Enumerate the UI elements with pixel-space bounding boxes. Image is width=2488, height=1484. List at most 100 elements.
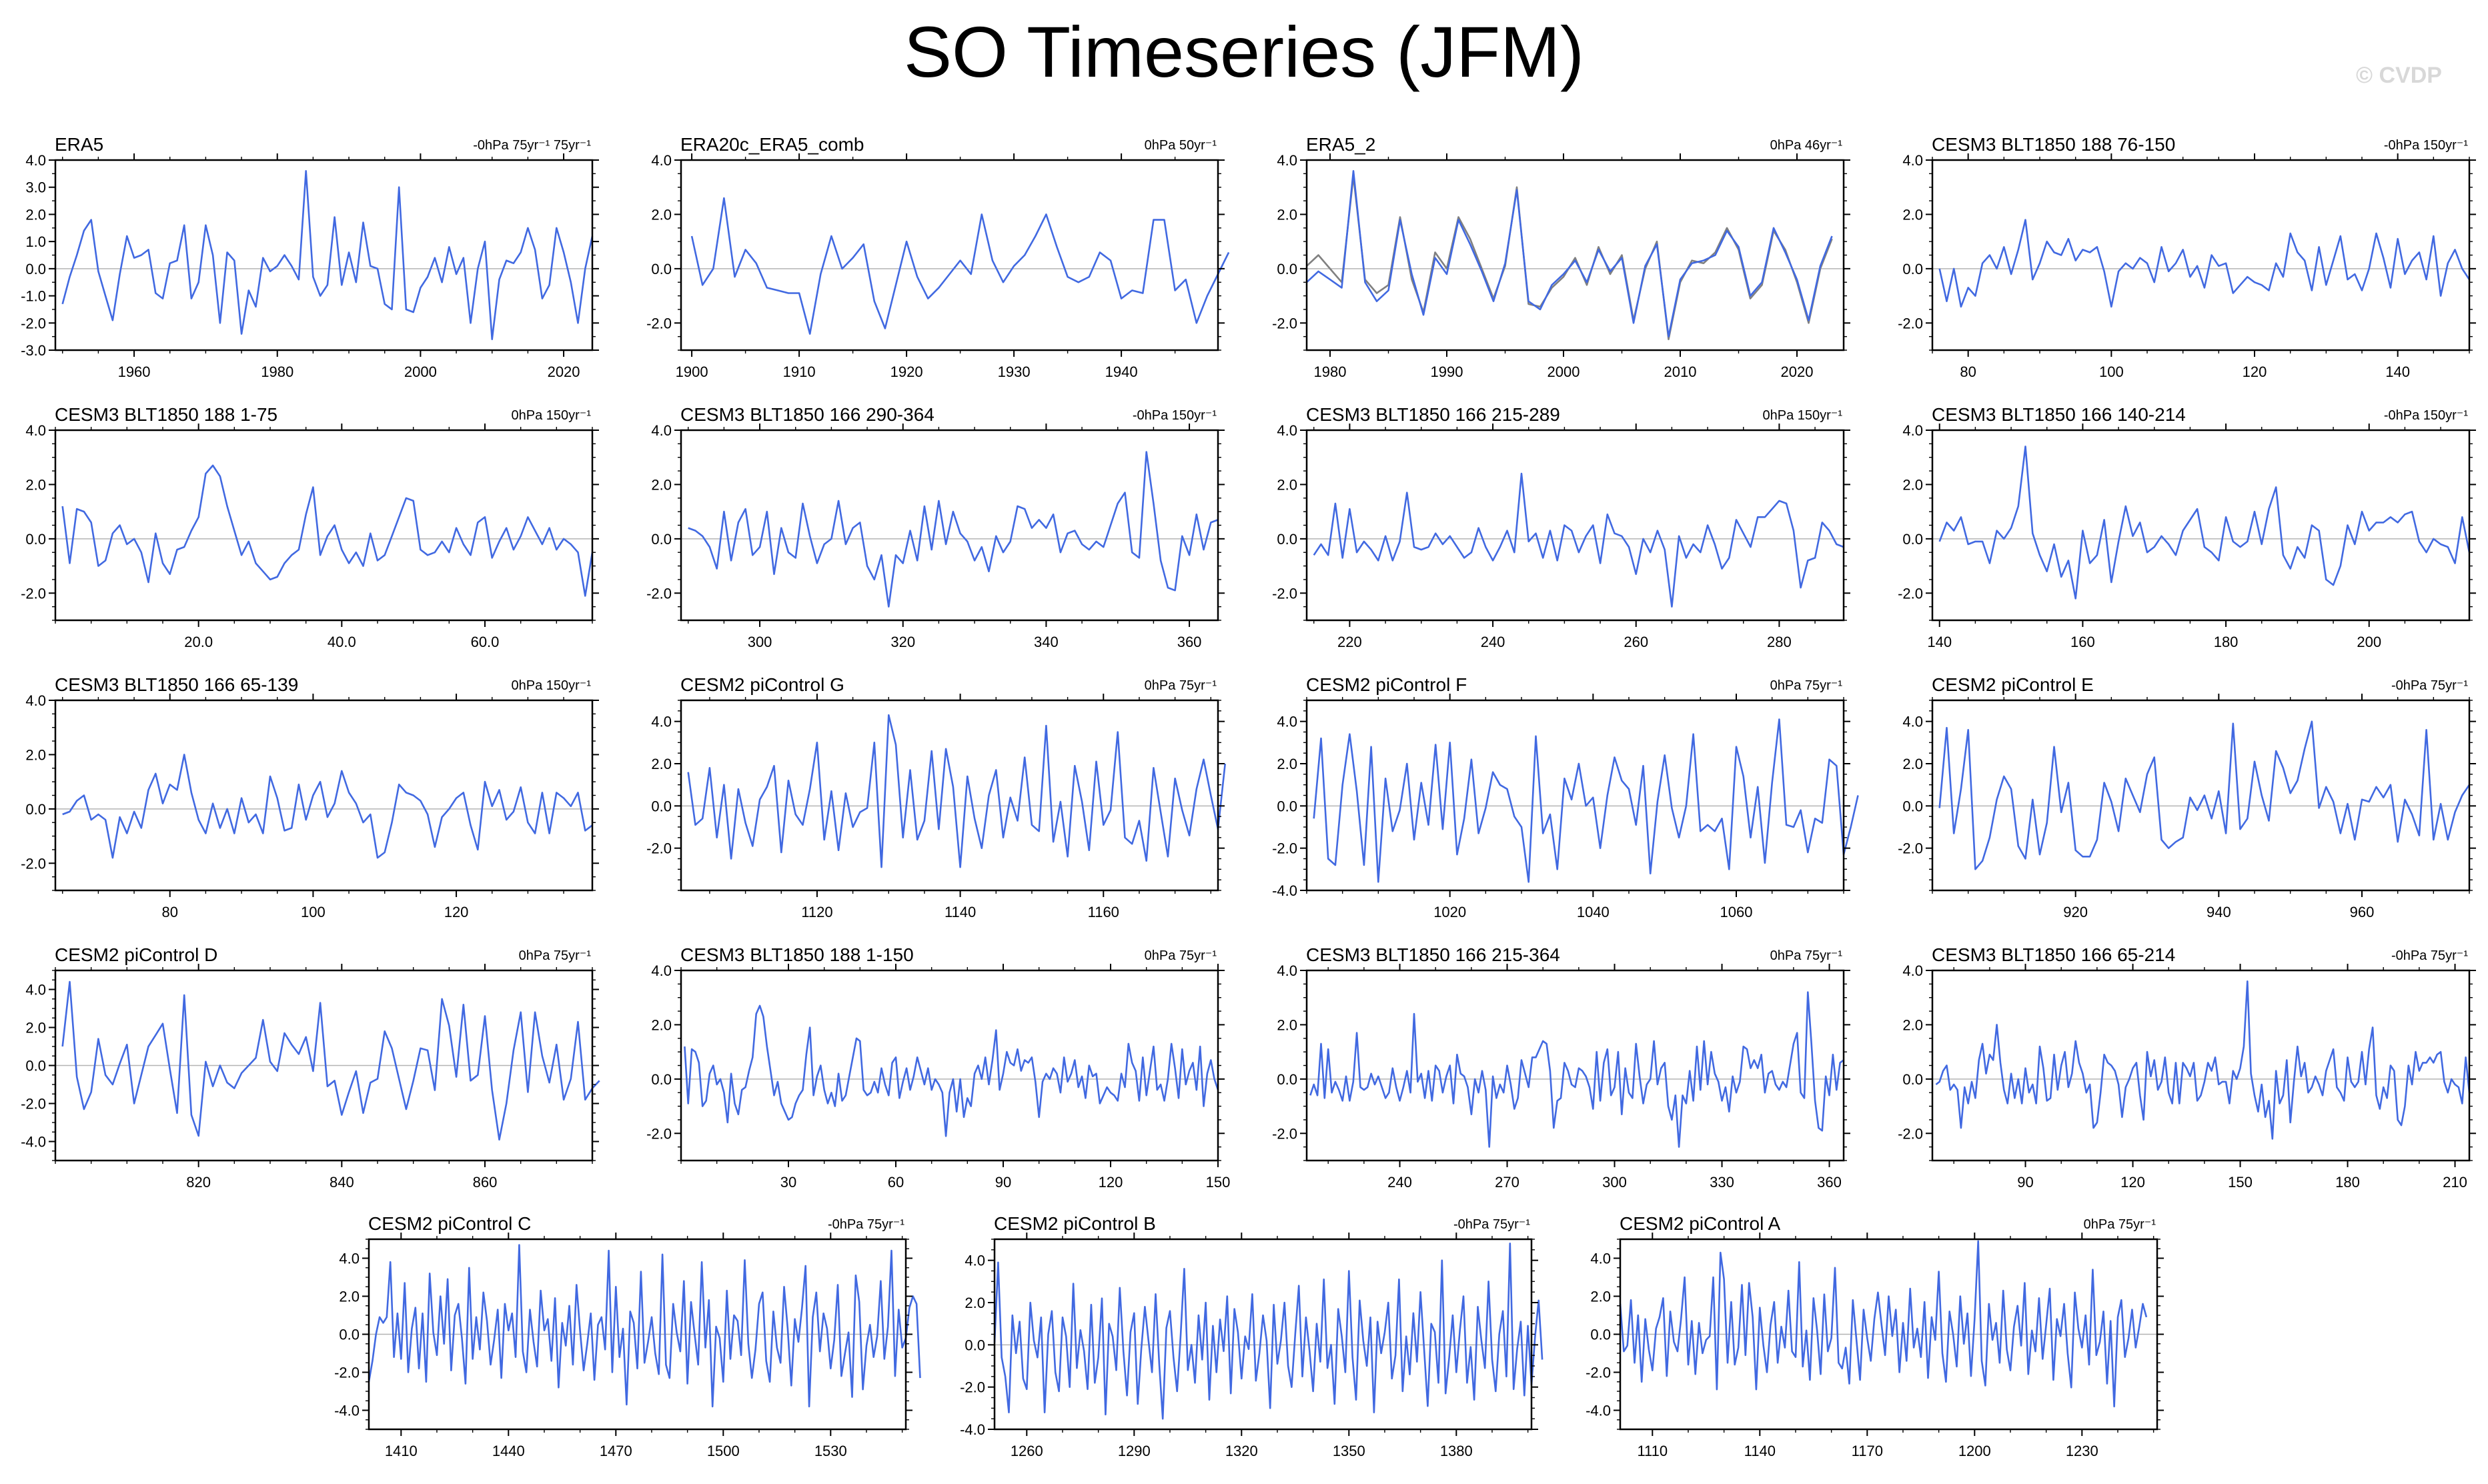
chart-panel: CESM2 piControl B -0hPa 75yr⁻¹ -4.0 -2.0 0.0… [960, 1213, 1543, 1459]
y-tick-label: 0.0 [651, 798, 672, 814]
x-tick-label: 1920 [890, 363, 923, 380]
x-tick-label: 100 [2099, 363, 2124, 380]
series-line [1313, 472, 1844, 608]
series-line [1306, 175, 1833, 341]
chart-panel: CESM3 BLT1850 188 76-150 -0hPa 150yr⁻¹ -2.… [1898, 134, 2476, 380]
y-tick-label: -2.0 [1272, 1125, 1297, 1142]
chart-panel: CESM3 BLT1850 166 65-139 0hPa 150yr⁻¹ -2.0… [21, 674, 599, 920]
y-tick-label: -4.0 [21, 1134, 46, 1151]
panel-info: 0hPa 150yr⁻¹ [511, 678, 591, 693]
x-tick-label: 1170 [1852, 1443, 1883, 1459]
x-tick-label: 240 [1481, 634, 1505, 650]
y-tick-label: 0.0 [1590, 1327, 1611, 1343]
chart-panel: CESM2 piControl G 0hPa 75yr⁻¹ -2.0 0.0 2.0 4.… [646, 674, 1226, 920]
panel-title: CESM3 BLT1850 188 1-150 [680, 944, 914, 965]
chart-panel: CESM2 piControl E -0hPa 75yr⁻¹ -2.0 0.0 2.0 4… [1898, 674, 2476, 920]
x-tick-label: 260 [1624, 634, 1648, 650]
plot-frame [1931, 699, 2471, 892]
x-tick-label: 280 [1767, 634, 1792, 650]
y-tick-label: -2.0 [1272, 315, 1297, 331]
panel-title: CESM3 BLT1850 166 65-139 [55, 674, 298, 695]
panel-title: CESM2 piControl C [368, 1213, 531, 1234]
panel-title: CESM3 BLT1850 166 290-364 [680, 404, 935, 425]
x-tick-label: 1530 [814, 1443, 847, 1459]
y-tick-label: 4.0 [651, 962, 672, 979]
y-tick-label: -2.0 [646, 1125, 672, 1142]
y-tick-label: 0.0 [651, 1071, 672, 1088]
x-tick-label: 150 [1206, 1174, 1231, 1191]
series-line [61, 169, 594, 341]
series-line [690, 197, 1230, 335]
plot-frame [54, 159, 594, 351]
x-tick-label: 2020 [548, 363, 580, 380]
x-tick-label: 90 [2017, 1174, 2033, 1191]
y-tick-label: -3.0 [21, 342, 46, 359]
plot-frame [1931, 159, 2471, 351]
y-tick-label: 2.0 [1902, 476, 1923, 493]
x-tick-label: 220 [1337, 634, 1362, 650]
x-tick-label: 1440 [492, 1443, 525, 1459]
series-line [993, 1243, 1543, 1420]
y-tick-label: -2.0 [646, 315, 672, 331]
y-tick-label: -1.0 [21, 288, 46, 305]
y-tick-label: 2.0 [25, 746, 46, 763]
x-tick-label: 2010 [1664, 363, 1697, 380]
y-tick-label: 2.0 [1902, 206, 1923, 223]
series-line [687, 714, 1226, 868]
series-line [368, 1244, 921, 1408]
y-tick-label: 4.0 [651, 422, 672, 439]
y-tick-label: 4.0 [1902, 422, 1923, 439]
panel-info: 0hPa 75yr⁻¹ [1770, 948, 1843, 963]
x-tick-label: 1900 [676, 363, 708, 380]
series-line [1938, 720, 2471, 870]
x-tick-label: 2020 [1781, 363, 1814, 380]
chart-panel: ERA5_2 0hPa 46yr⁻¹ -2.0 0.0 2.0 4.0 1980 1990 20… [1272, 134, 1850, 380]
x-tick-label: 960 [2350, 904, 2375, 920]
x-tick-label: 90 [995, 1174, 1011, 1191]
chart-panel: CESM3 BLT1850 166 140-214 -0hPa 150yr⁻¹ -2… [1898, 404, 2476, 650]
y-tick-label: 2.0 [651, 476, 672, 493]
panel-title: ERA5_2 [1306, 134, 1375, 155]
y-tick-label: -2.0 [1586, 1365, 1611, 1381]
panel-info: 0hPa 75yr⁻¹ [1770, 678, 1843, 693]
y-tick-label: 2.0 [1590, 1289, 1611, 1305]
y-tick-label: 4.0 [1902, 714, 1923, 730]
y-tick-label: 0.0 [1902, 1071, 1923, 1088]
y-tick-label: 0.0 [651, 531, 672, 548]
y-tick-label: -2.0 [21, 855, 46, 872]
y-tick-label: -4.0 [1586, 1403, 1611, 1419]
x-tick-label: 80 [161, 904, 177, 920]
panel-title: CESM2 piControl G [680, 674, 844, 695]
x-tick-label: 840 [330, 1174, 354, 1191]
x-tick-label: 300 [748, 634, 772, 650]
x-tick-label: 1020 [1433, 904, 1466, 920]
x-tick-label: 60.0 [471, 634, 500, 650]
y-tick-label: 0.0 [651, 261, 672, 277]
series-line [688, 451, 1219, 608]
y-tick-label: 4.0 [1902, 152, 1923, 169]
y-tick-label: 4.0 [1277, 152, 1297, 169]
series-line [61, 980, 600, 1141]
x-tick-label: 1140 [1744, 1443, 1776, 1459]
y-tick-label: 0.0 [25, 261, 46, 277]
x-tick-label: 1910 [783, 363, 816, 380]
panel-title: CESM2 piControl F [1306, 674, 1467, 695]
y-tick-label: 4.0 [25, 152, 46, 169]
x-tick-label: 40.0 [328, 634, 356, 650]
y-tick-label: 2.0 [651, 1016, 672, 1033]
panel-title: CESM2 piControl D [55, 944, 217, 965]
y-tick-label: 2.0 [1277, 476, 1297, 493]
y-tick-label: 2.0 [1902, 1016, 1923, 1033]
x-tick-label: 820 [186, 1174, 211, 1191]
chart-panel: CESM3 BLT1850 188 1-75 0hPa 150yr⁻¹ -2.0 0.… [21, 404, 599, 650]
panel-info: 0hPa 50yr⁻¹ [1145, 138, 1217, 153]
x-tick-label: 180 [2214, 634, 2239, 650]
x-tick-label: 330 [1710, 1174, 1734, 1191]
x-tick-label: 1350 [1333, 1443, 1365, 1459]
x-tick-label: 120 [1099, 1174, 1123, 1191]
x-tick-label: 1040 [1577, 904, 1610, 920]
x-tick-label: 1320 [1225, 1443, 1258, 1459]
chart-panel: CESM3 BLT1850 166 290-364 -0hPa 150yr⁻¹ -2… [646, 404, 1225, 650]
panel-info: 0hPa 150yr⁻¹ [511, 408, 591, 423]
y-tick-label: 2.0 [651, 756, 672, 772]
